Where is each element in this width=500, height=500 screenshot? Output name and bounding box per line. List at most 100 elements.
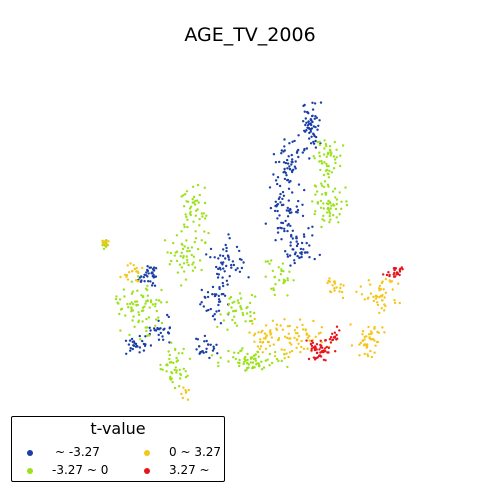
- map-point: [220, 293, 223, 296]
- map-point: [340, 290, 344, 294]
- map-point: [304, 329, 307, 332]
- map-point: [180, 284, 183, 287]
- map-point: [180, 230, 183, 233]
- map-point: [330, 152, 333, 155]
- map-point: [203, 230, 206, 233]
- map-point: [254, 359, 257, 362]
- map-point: [274, 179, 278, 182]
- map-point: [283, 167, 286, 171]
- map-point: [130, 308, 133, 311]
- map-point: [295, 346, 298, 350]
- map-point: [190, 246, 194, 249]
- map-point: [335, 202, 338, 206]
- map-point: [247, 363, 251, 366]
- map-point: [145, 329, 148, 333]
- map-point: [132, 340, 136, 343]
- map-point: [195, 348, 198, 351]
- map-point: [314, 185, 318, 188]
- map-point: [175, 371, 178, 374]
- map-point: [262, 366, 266, 369]
- map-point: [167, 331, 170, 334]
- map-point: [323, 161, 326, 164]
- map-point: [227, 256, 230, 259]
- map-point: [324, 339, 327, 342]
- map-point: [219, 313, 222, 316]
- map-point: [313, 134, 316, 138]
- map-point: [278, 184, 282, 188]
- map-point: [321, 346, 324, 349]
- map-point: [200, 239, 203, 242]
- map-point: [398, 301, 401, 305]
- map-point: [146, 334, 149, 337]
- map-point: [179, 377, 182, 380]
- map-point: [227, 360, 230, 363]
- map-point: [198, 345, 201, 348]
- map-point: [305, 147, 309, 150]
- map-point: [191, 263, 194, 266]
- map-point: [152, 276, 155, 279]
- map-point: [227, 311, 231, 314]
- map-point: [234, 268, 237, 272]
- map-point: [200, 268, 203, 272]
- map-point: [319, 199, 323, 203]
- map-point: [240, 258, 243, 261]
- map-point: [316, 201, 320, 204]
- map-point: [324, 169, 328, 172]
- map-point: [142, 276, 145, 279]
- map-point: [222, 261, 225, 264]
- map-point: [270, 336, 274, 339]
- map-point: [142, 295, 145, 298]
- map-point: [320, 182, 323, 185]
- map-point: [218, 287, 221, 291]
- map-point: [129, 302, 132, 306]
- map-point: [203, 295, 206, 299]
- map-point: [276, 217, 279, 220]
- map-point: [202, 212, 205, 215]
- map-point: [289, 264, 292, 267]
- map-point: [268, 344, 272, 347]
- map-point: [184, 370, 187, 373]
- map-point: [226, 283, 229, 286]
- map-point: [203, 217, 207, 220]
- map-point: [315, 116, 318, 120]
- map-point: [159, 363, 162, 367]
- map-point: [165, 370, 168, 373]
- map-point: [212, 345, 215, 348]
- map-point: [194, 214, 197, 217]
- map-point: [328, 210, 331, 213]
- map-point: [252, 365, 255, 368]
- map-point: [213, 294, 217, 298]
- map-point: [217, 273, 221, 276]
- map-point: [286, 215, 290, 218]
- map-point: [289, 208, 292, 211]
- map-point: [200, 288, 203, 292]
- map-point: [225, 246, 228, 250]
- map-point: [228, 297, 231, 300]
- map-point: [162, 328, 165, 331]
- map-point: [390, 280, 394, 283]
- map-point: [157, 333, 160, 337]
- map-point: [290, 211, 293, 214]
- map-point: [358, 354, 361, 357]
- map-point: [300, 339, 303, 343]
- map-point: [280, 348, 283, 351]
- map-point: [287, 187, 291, 190]
- map-point: [316, 356, 319, 359]
- map-point: [273, 355, 277, 358]
- map-point: [291, 158, 294, 161]
- map-point: [211, 293, 214, 296]
- map-point: [293, 139, 296, 143]
- map-point: [186, 261, 189, 264]
- map-point: [240, 349, 243, 352]
- map-point: [241, 313, 245, 317]
- map-point: [311, 234, 314, 237]
- map-point: [230, 306, 233, 309]
- map-point: [300, 251, 303, 254]
- map-point: [245, 368, 248, 372]
- map-point: [322, 207, 325, 210]
- map-point: [269, 333, 272, 336]
- map-point: [327, 176, 331, 179]
- map-point: [148, 306, 151, 309]
- map-point: [284, 335, 287, 338]
- map-point: [331, 190, 335, 193]
